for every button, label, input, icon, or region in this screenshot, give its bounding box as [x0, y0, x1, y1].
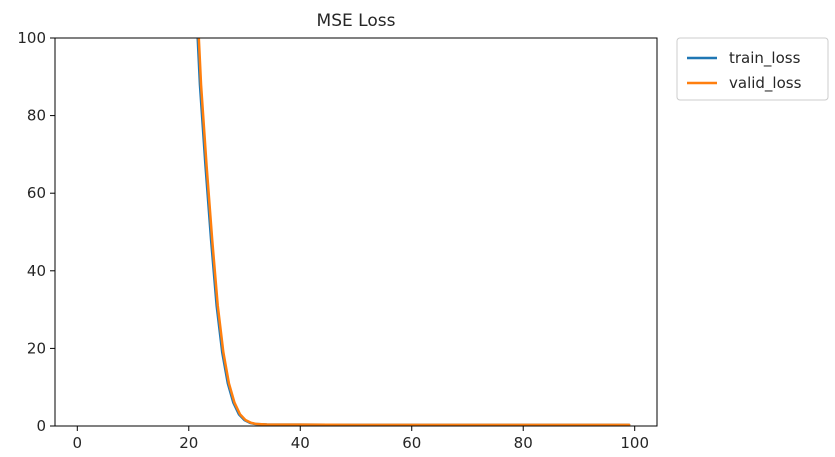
legend-box: [676, 37, 829, 101]
y-tick-label: 100: [17, 29, 46, 47]
chart-title: MSE Loss: [317, 11, 396, 31]
series-line-train-loss: [196, 38, 631, 426]
x-tick-label: 20: [179, 434, 198, 452]
y-tick-label: 40: [27, 262, 46, 280]
y-tick-label: 0: [36, 417, 46, 435]
x-axis: 0 20 40 60 80 100: [73, 426, 649, 452]
y-tick-label: 80: [27, 107, 46, 125]
x-tick-label: 0: [73, 434, 83, 452]
series-line-valid-loss: [197, 38, 631, 426]
y-tick-label: 60: [27, 184, 46, 202]
x-tick-label: 40: [291, 434, 310, 452]
x-tick-label: 100: [620, 434, 649, 452]
y-tick-label: 20: [27, 339, 46, 357]
legend-label-valid-loss: valid_loss: [729, 74, 802, 93]
plot-frame: [54, 37, 658, 427]
x-tick-label: 80: [514, 434, 533, 452]
plot-series: [196, 38, 631, 426]
x-tick-label: 60: [402, 434, 421, 452]
y-axis: 0 20 40 60 80 100: [17, 29, 55, 435]
legend: train_loss valid_loss: [676, 37, 829, 101]
legend-label-train-loss: train_loss: [729, 49, 801, 68]
